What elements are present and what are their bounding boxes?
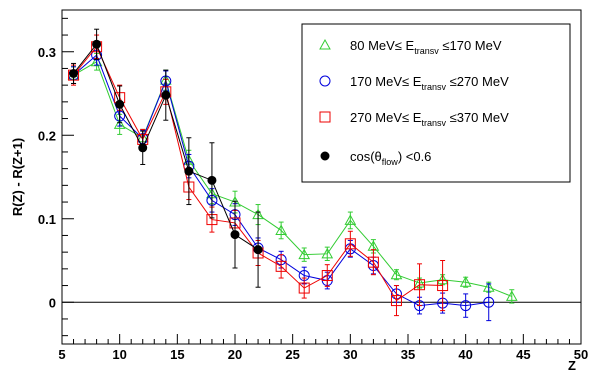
data-point [184,166,194,176]
data-point [390,295,402,307]
legend-label: cos(θflow) <0.6 [350,149,431,167]
legend-entry-1: 170 MeV≤ Etransv ≤270 MeV [319,74,509,92]
legend-label: 80 MeV≤ Etransv ≤170 MeV [350,38,502,56]
legend-marker [319,75,331,87]
data-point [437,280,449,292]
data-point [298,248,311,260]
legend-entry-2: 270 MeV≤ Etransv ≤370 MeV [319,110,509,128]
data-point [113,118,126,129]
data-point [344,214,357,225]
legend-label: 170 MeV≤ Etransv ≤270 MeV [350,74,509,92]
x-tick-label: 10 [112,347,126,362]
x-tick-label: 50 [574,347,588,362]
data-point [483,296,495,308]
y-tick-label: 0.2 [38,128,56,143]
x-tick-label: 20 [228,347,242,362]
x-tick-label: 30 [343,347,357,362]
data-point [275,260,287,272]
data-point [275,224,287,235]
legend-marker [319,111,331,123]
x-tick-label: 15 [170,347,184,362]
data-point [321,247,334,259]
data-series [67,28,518,322]
y-tick-label: 0 [49,295,56,310]
data-point [414,279,426,291]
axis-tick-labels: 5 10 15 20 25 30 35 40 45 50 0 0.1 0.2 0.3 [38,45,588,362]
data-point [298,282,310,294]
data-point [207,175,217,185]
data-point [138,143,148,153]
data-point [505,290,518,301]
data-point [367,256,379,268]
legend: 80 MeV≤ Etransv ≤170 MeV 170 MeV≤ Etransv… [301,23,571,183]
legend-marker [320,151,330,161]
x-tick-label: 40 [458,347,472,362]
data-point [92,39,102,49]
x-tick-label: 35 [401,347,415,362]
legend-entry-3: cos(θflow) <0.6 [320,149,431,167]
data-point [69,68,79,78]
x-tick-label: 5 [58,347,65,362]
data-point [253,245,263,255]
legend-box [301,23,571,183]
y-tick-label: 0.3 [38,45,56,60]
data-point [230,230,240,240]
data-point [460,300,472,312]
legend-marker [319,38,331,50]
y-axis-title: R(Z) - R(Z+1) [10,138,25,216]
series-3 [69,28,263,288]
data-point [459,276,472,287]
legend-label: 270 MeV≤ Etransv ≤370 MeV [350,110,509,128]
data-point [344,238,356,250]
axis-ticks [61,17,582,344]
y-tick-label: 0.1 [38,212,56,227]
plot-frame [61,9,582,345]
data-point [390,268,403,280]
x-tick-label: 25 [285,347,299,362]
data-point [161,90,171,100]
data-point [115,99,125,109]
legend-entry-0: 80 MeV≤ Etransv ≤170 MeV [319,38,502,56]
x-axis-title: Z [568,358,576,373]
x-tick-label: 45 [516,347,530,362]
data-point [321,270,333,282]
